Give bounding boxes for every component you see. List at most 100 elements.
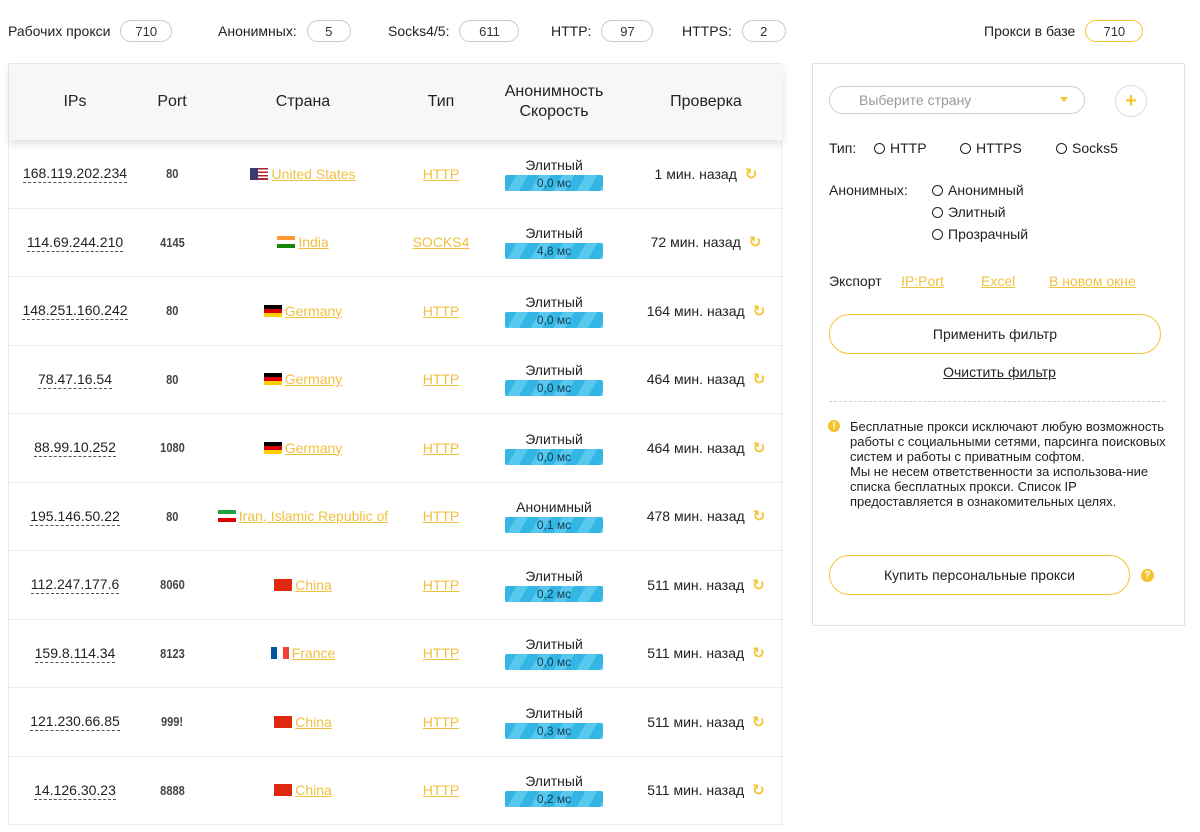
country-select[interactable]: Выберите страну	[829, 86, 1085, 114]
country-name: Germany	[284, 302, 343, 319]
cell-anonymity: Элитный 0,0 мс	[479, 414, 629, 482]
anonymity-label: Анонимный	[516, 499, 592, 516]
radio-circle-icon	[1056, 142, 1067, 154]
country-link[interactable]: China	[274, 714, 332, 730]
type-link[interactable]: HTTP	[422, 782, 460, 799]
export-ip-port-link[interactable]: IP:Port	[901, 273, 944, 289]
ip-address[interactable]: 112.247.177.6	[30, 576, 120, 595]
country-link[interactable]: China	[274, 782, 332, 798]
ip-address[interactable]: 114.69.244.210	[26, 233, 124, 252]
flag-cn-icon	[274, 578, 293, 591]
apply-filter-button[interactable]: Применить фильтр	[829, 314, 1161, 354]
header-anonymity[interactable]: Анонимность Скорость	[479, 64, 629, 140]
stat-http-value: 97	[601, 20, 654, 42]
stat-socks: Socks4/5: 611	[388, 18, 520, 44]
refresh-icon[interactable]: ↻	[752, 782, 765, 800]
cell-check: 72 мин. назад ↻	[629, 209, 783, 277]
stats-bar: Рабочих прокси 710 Анонимных: 5 Socks4/5…	[8, 18, 1188, 44]
speed-bar: 0,2 мс	[505, 791, 603, 808]
speed-bar: 0,0 мс	[505, 448, 603, 465]
type-link[interactable]: HTTP	[422, 165, 460, 182]
refresh-icon[interactable]: ↻	[752, 508, 766, 526]
refresh-icon[interactable]: ↻	[752, 713, 765, 731]
check-time-text: 464 мин. назад	[646, 439, 745, 456]
plus-icon[interactable]: +	[1115, 85, 1147, 117]
cell-anonymity: Элитный 0,0 мс	[479, 277, 629, 345]
speed-bar: 0,2 мс	[505, 585, 603, 602]
country-link[interactable]: India	[277, 234, 329, 250]
radio-anon-transparent[interactable]: Прозрачный	[932, 226, 1028, 242]
cell-port: 80	[141, 277, 203, 345]
chevron-down-icon	[1060, 97, 1068, 102]
type-link[interactable]: HTTP	[422, 713, 460, 730]
check-time-text: 511 мин. назад	[647, 576, 745, 593]
flag-de-icon	[263, 373, 282, 386]
export-new-window-link[interactable]: В новом окне	[1049, 273, 1136, 289]
cell-type: SOCKS4	[403, 209, 479, 277]
ip-address[interactable]: 159.8.114.34	[34, 644, 116, 663]
ip-address[interactable]: 78.47.16.54	[38, 370, 112, 389]
stat-anonymous-label: Анонимных:	[218, 23, 297, 39]
clear-filter-link[interactable]: Очистить фильтр	[943, 364, 1056, 380]
refresh-icon[interactable]: ↻	[752, 302, 766, 320]
type-link[interactable]: HTTP	[422, 508, 460, 525]
cell-anonymity: Элитный 0,3 мс	[479, 688, 629, 756]
check-time: 164 мин. назад ↻	[647, 302, 766, 320]
ip-address[interactable]: 148.251.160.242	[22, 302, 128, 321]
refresh-icon[interactable]: ↻	[752, 371, 766, 389]
country-link[interactable]: Germany	[263, 371, 343, 388]
table-row: 148.251.160.242 80 Germany HTTP Элитный 0,0 м…	[9, 277, 783, 346]
radio-type-https[interactable]: HTTPS	[960, 140, 1022, 156]
port-value: 999!	[160, 714, 184, 730]
header-country[interactable]: Страна	[275, 93, 331, 110]
anonymity-label: Элитный	[525, 636, 583, 653]
cell-ip: 14.126.30.23	[9, 757, 141, 825]
radio-type-https-label: HTTPS	[976, 140, 1022, 156]
radio-anon-elite-label: Элитный	[948, 204, 1006, 220]
port-value: 8888	[159, 782, 185, 798]
ip-address[interactable]: 195.146.50.22	[30, 507, 120, 526]
export-excel-link[interactable]: Excel	[981, 273, 1016, 289]
cell-port: 1080	[141, 414, 203, 482]
country-link[interactable]: France	[270, 645, 336, 662]
header-type[interactable]: Тип	[427, 93, 455, 110]
ip-address[interactable]: 168.119.202.234	[22, 165, 128, 184]
type-link[interactable]: HTTP	[422, 645, 460, 662]
type-link[interactable]: SOCKS4	[412, 234, 470, 251]
ip-address[interactable]: 88.99.10.252	[34, 439, 116, 458]
header-port[interactable]: Port	[157, 93, 187, 110]
type-link[interactable]: HTTP	[422, 302, 460, 319]
refresh-icon[interactable]: ↻	[744, 165, 758, 183]
radio-anon-elite[interactable]: Элитный	[932, 204, 1006, 220]
country-link[interactable]: United States	[250, 166, 356, 182]
help-icon[interactable]: ?	[1141, 569, 1154, 582]
refresh-icon[interactable]: ↻	[752, 439, 766, 457]
buy-proxies-button[interactable]: Купить персональные прокси	[829, 555, 1130, 595]
cell-ip: 88.99.10.252	[9, 414, 141, 482]
speed-bar: 4,8 мс	[505, 243, 603, 260]
radio-anon-anonymous[interactable]: Анонимный	[932, 182, 1024, 198]
cell-ip: 148.251.160.242	[9, 277, 141, 345]
refresh-icon[interactable]: ↻	[752, 576, 765, 594]
country-link[interactable]: Germany	[263, 440, 342, 456]
ip-address[interactable]: 121.230.66.85	[30, 713, 120, 732]
country-name: Germany	[284, 371, 343, 388]
cell-port: 8888	[141, 757, 203, 825]
table-header: IPs Port Страна Тип Анонимность Скорость…	[9, 64, 783, 140]
ip-address[interactable]: 14.126.30.23	[34, 781, 116, 800]
type-link[interactable]: HTTP	[422, 576, 460, 593]
header-check[interactable]: Проверка	[670, 93, 742, 110]
radio-type-socks5[interactable]: Socks5	[1056, 140, 1118, 156]
port-value: 80	[165, 166, 179, 182]
country-link[interactable]: Iran, Islamic Republic of	[217, 508, 388, 524]
type-link[interactable]: HTTP	[422, 439, 460, 456]
country-link[interactable]: Germany	[263, 302, 343, 319]
radio-type-http[interactable]: HTTP	[874, 140, 927, 156]
radio-type-http-label: HTTP	[890, 140, 927, 156]
country-link[interactable]: China	[274, 577, 332, 593]
header-ip[interactable]: IPs	[63, 93, 87, 110]
refresh-icon[interactable]: ↻	[748, 234, 762, 252]
type-link[interactable]: HTTP	[422, 371, 460, 388]
country-name: France	[291, 645, 336, 662]
refresh-icon[interactable]: ↻	[752, 645, 765, 663]
